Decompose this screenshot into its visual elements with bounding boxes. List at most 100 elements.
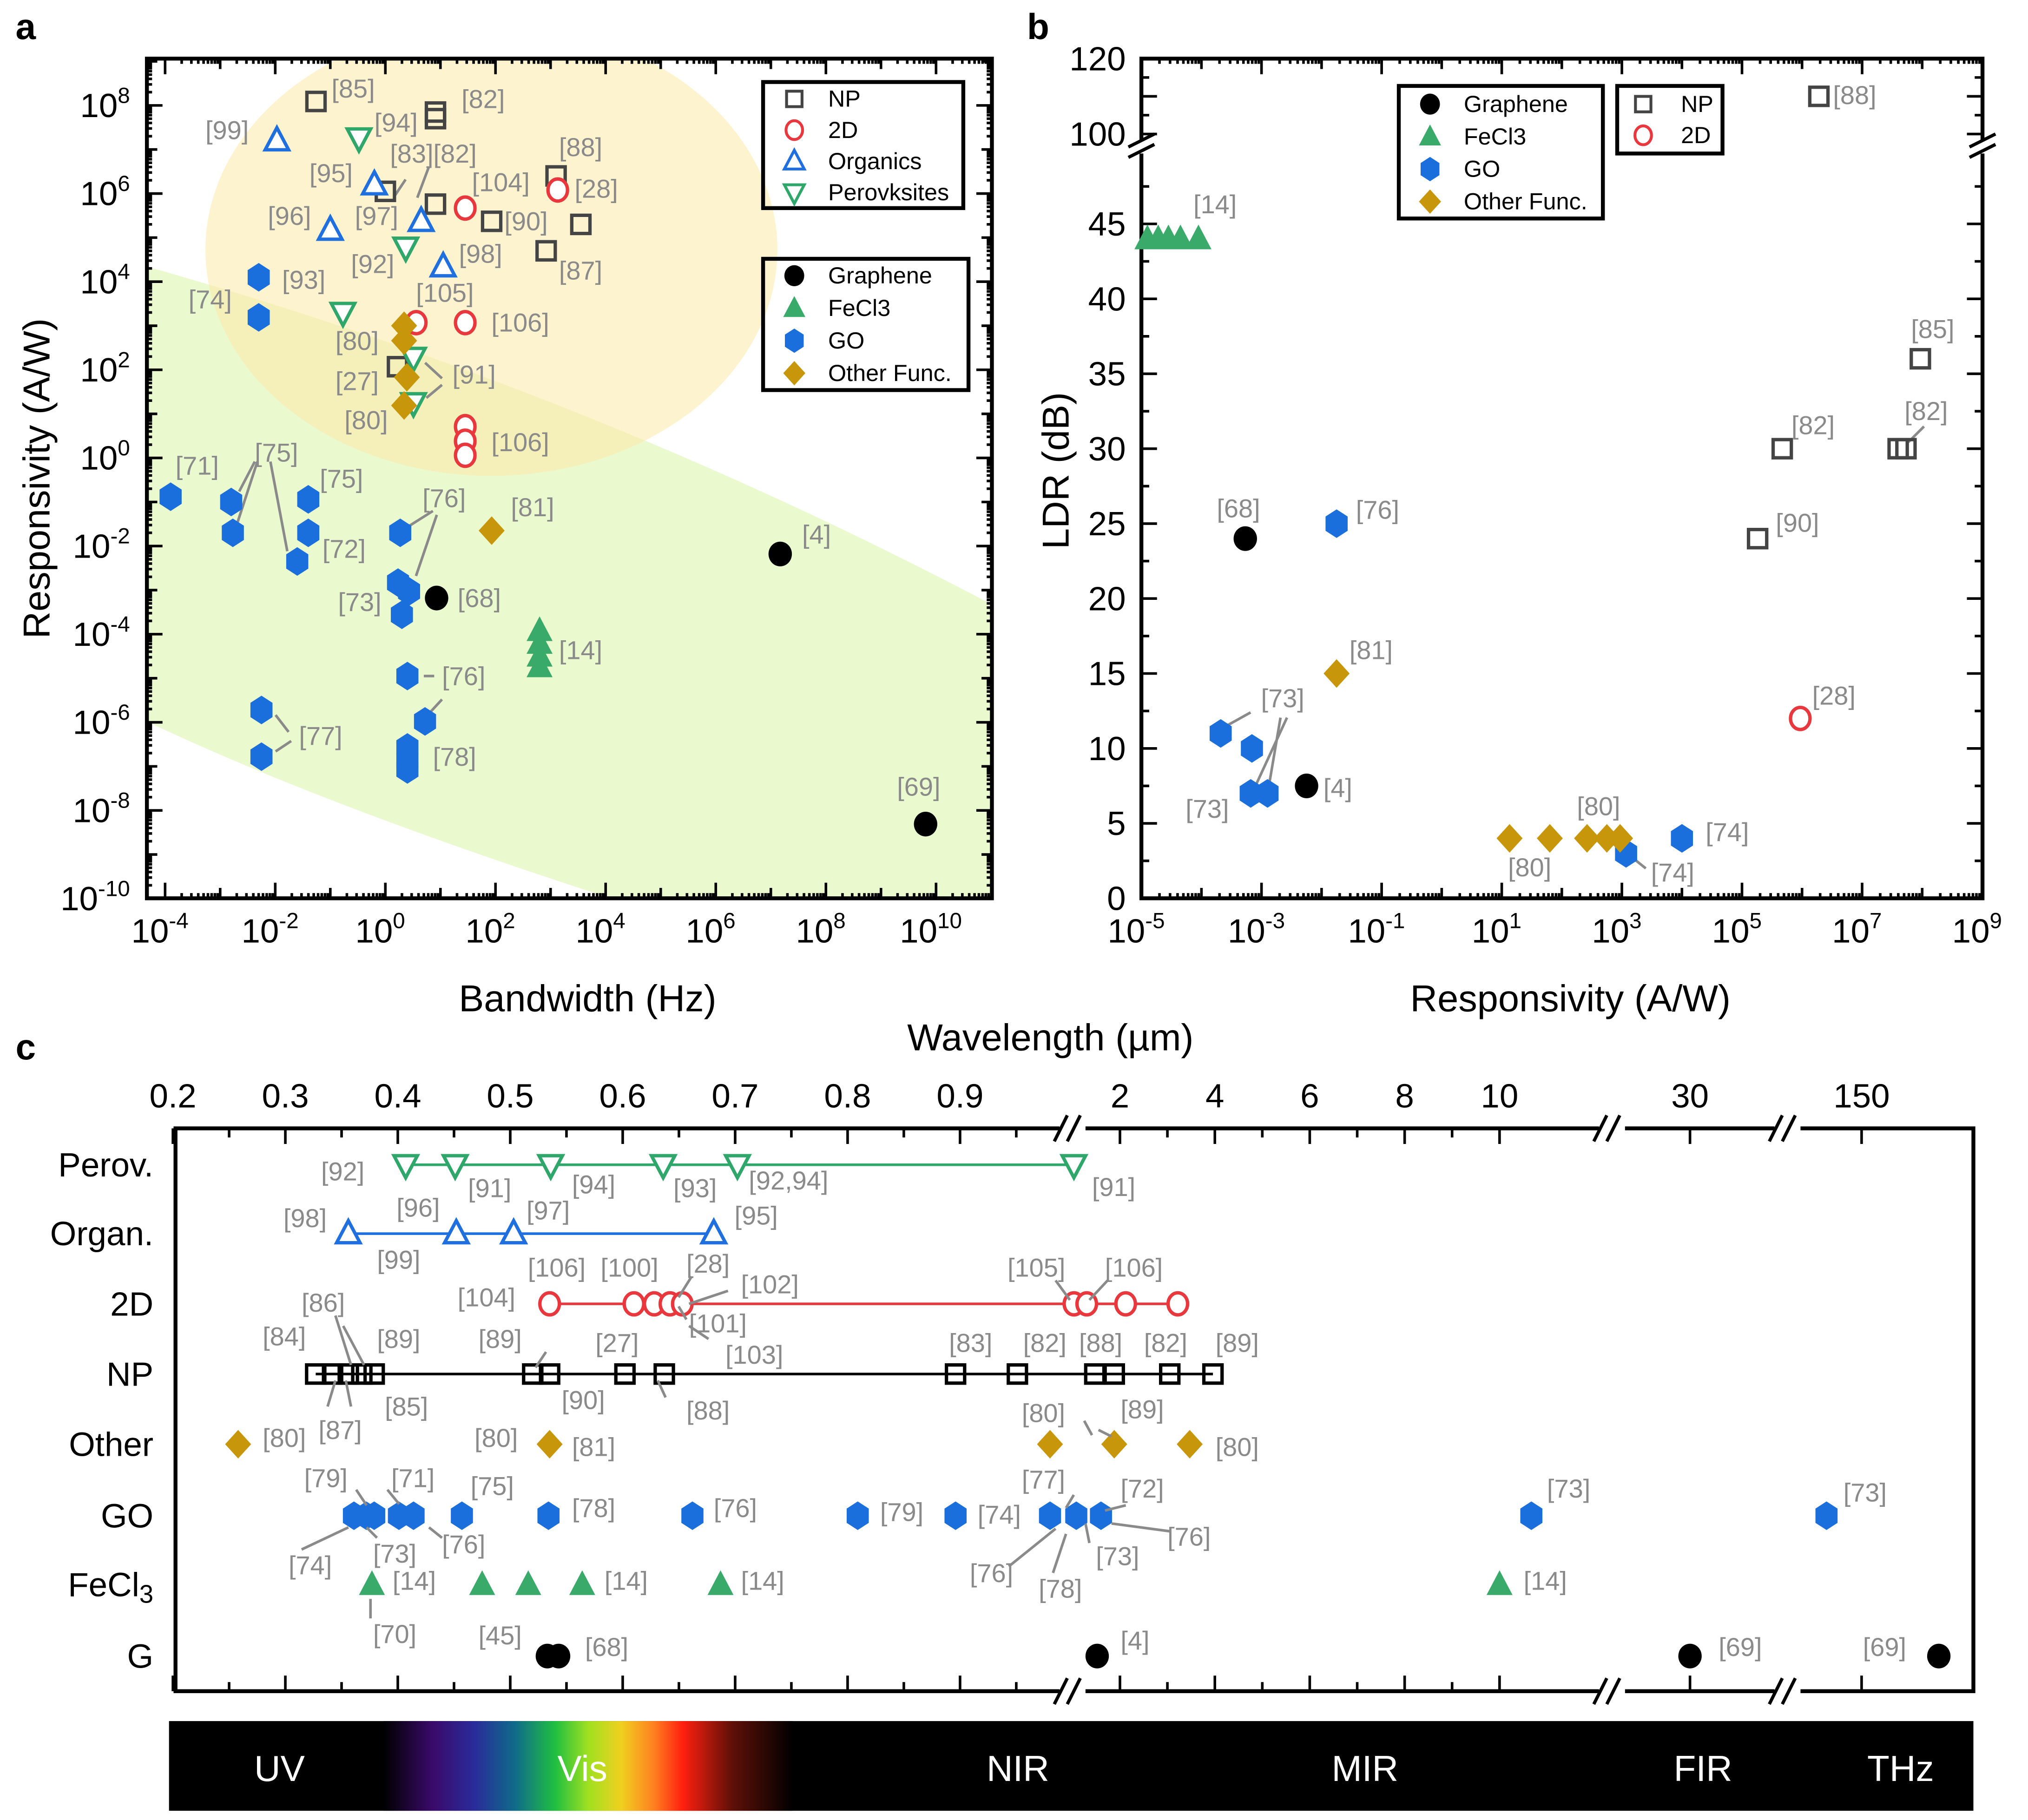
point-np [614,1363,636,1385]
legend-marker [1419,124,1441,146]
reference-label: [88] [686,1396,730,1425]
reference-label: [45] [478,1621,521,1650]
row-label: FeCl3 [68,1566,153,1609]
reference-label: [73] [1185,794,1229,823]
reference-label: [81] [572,1432,615,1461]
leader-line [677,1306,688,1321]
legend-marker [1420,157,1440,182]
panel-b-legend-materials [1615,84,1725,156]
x-tick-label: 150 [1833,1078,1890,1115]
reference-label: [87] [559,256,602,285]
leader-line [428,1526,443,1539]
point-go [247,303,270,332]
point-go [286,547,309,576]
y-tick-label: 35 [1088,355,1126,393]
point-2d [454,195,477,221]
leader-line [1088,1279,1109,1301]
point-2d [454,309,477,335]
reference-label: [73] [1096,1541,1139,1570]
reference-label: [79] [304,1464,348,1493]
y-axis-title: LDR (dB) [1035,392,1077,549]
panel-letter-a: a [16,6,37,47]
leader-line [1083,1420,1093,1436]
reference-label: [27] [336,367,379,396]
point-organics [407,204,436,232]
chart-layer: 10-4 10-2 100 102 104 106 108 10101081061041021… [16,40,2002,1811]
panel-a-shaded-regions [147,59,992,899]
reference-label: [87] [318,1415,362,1445]
x-tick-label: 4 [1205,1078,1224,1115]
reference-label: [27] [595,1328,639,1358]
y-tick-label: 25 [1088,505,1126,543]
reference-label: [80] [1022,1399,1065,1428]
point-fecl3 [569,1570,595,1595]
point-otherfunc [391,391,417,420]
reference-label: [85] [1911,315,1954,344]
reference-label: [80] [344,405,388,434]
leader-line [688,1325,710,1340]
point-perovksites [328,302,358,329]
point-go [396,662,419,690]
reference-label: [104] [472,168,529,197]
reference-label: [73] [338,587,381,617]
y-tick-label: 10-4 [73,612,130,653]
reference-label: [91] [453,360,496,389]
reference-label: [73] [1547,1474,1590,1503]
row-label: Organ. [50,1215,153,1253]
point-fecl3 [527,652,553,677]
point-2d [546,177,569,203]
x-tick-label: 10 [1481,1078,1518,1115]
point-go [1239,779,1262,808]
point-graphene [425,585,448,611]
point-fecl3 [527,629,553,654]
point-np [1808,85,1830,107]
point-otherfunc [391,326,417,355]
reference-label: [4] [1120,1626,1149,1655]
reference-label: [69] [1719,1632,1762,1662]
row-label: G [127,1637,154,1675]
reference-label: [92,94] [749,1166,828,1195]
y-tick-label: 100 [80,436,130,477]
point-go [396,755,419,784]
leader-line [235,461,259,526]
reference-label: [74] [1651,858,1694,887]
point-go [1039,1501,1061,1530]
reference-label: [76] [970,1558,1013,1588]
axis-break-mark [1768,1114,1784,1143]
reference-label: [76] [442,1530,485,1559]
reference-label: [69] [897,772,940,801]
reference-label: [73] [1844,1478,1887,1507]
x-tick-label: 0.6 [599,1078,646,1115]
legend-marker [785,329,804,353]
row-label: GO [101,1497,153,1535]
point-organics [262,124,292,151]
legend-marker [783,296,806,317]
y-tick-label: 45 [1088,205,1126,243]
point-perov [723,1154,752,1182]
point-np [305,91,327,112]
x-tick-label: 10-4 [131,909,188,950]
reference-label: [68] [1217,494,1260,523]
point-g [1678,1643,1702,1669]
reference-label: [77] [1022,1465,1065,1494]
reference-label: [78] [1039,1574,1082,1603]
leader-line [656,1380,667,1398]
point-otherfunc [479,516,505,545]
point-2d [622,1291,645,1317]
point-2d [538,1291,561,1317]
legend-marker [785,90,803,108]
leader-line [1065,1494,1075,1509]
reference-label: [97] [527,1196,570,1225]
reference-label: [101] [689,1309,747,1338]
axis-break-mark [1969,143,1996,159]
leader-line [1267,717,1282,787]
point-organics [360,168,389,196]
spectrum-band-label: NIR [987,1748,1049,1789]
reference-label: [106] [491,308,549,337]
leader-line [275,740,292,753]
point-fecl3 [527,616,553,641]
x-tick-label: 0.2 [150,1078,197,1115]
legend-marker [1420,93,1440,115]
reference-label: [104] [458,1283,515,1312]
